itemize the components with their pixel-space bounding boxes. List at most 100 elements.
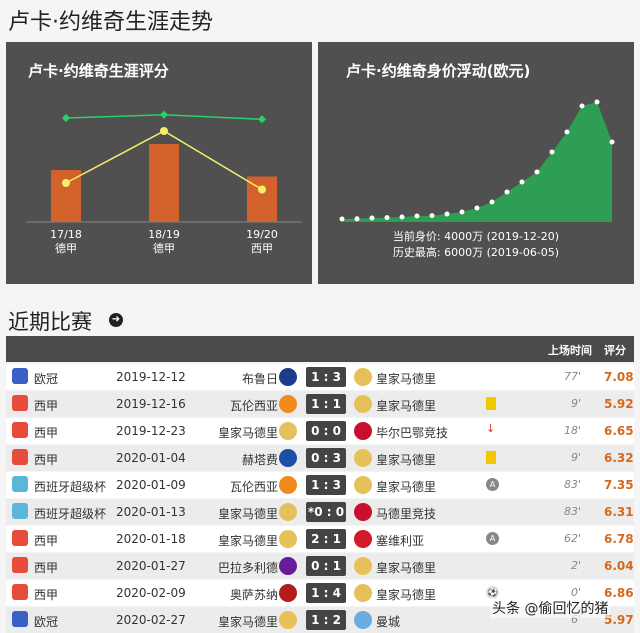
table-row[interactable]: 西甲 2020-01-04 赫塔费 0 : 3 皇家马德里 9' 6.32: [6, 445, 634, 471]
match-score[interactable]: *0 : 0: [306, 502, 346, 522]
match-date: 2020-01-09: [116, 478, 186, 492]
table-row[interactable]: 西甲 2019-12-23 皇家马德里 0 : 0 毕尔巴鄂竞技 ↓ 18' 6.65: [6, 418, 634, 444]
away-team[interactable]: 皇家马德里: [376, 399, 437, 413]
match-score[interactable]: 0 : 1: [306, 556, 346, 576]
away-team[interactable]: 皇家马德里: [376, 588, 437, 602]
match-rating: 6.65: [604, 424, 634, 438]
match-score[interactable]: 0 : 3: [306, 448, 346, 468]
minutes-played: 9': [570, 397, 581, 410]
minutes-played: 77': [563, 370, 581, 383]
home-team[interactable]: 布鲁日: [241, 372, 278, 386]
value-point: [579, 103, 585, 109]
table-row[interactable]: 西班牙超级杯 2020-01-13 皇家马德里 *0 : 0 马德里竞技 83' 6.31: [6, 499, 634, 525]
value-point: [519, 179, 525, 185]
value-chart: [339, 99, 615, 222]
table-row[interactable]: 西甲 2020-01-27 巴拉多利德 0 : 1 皇家马德里 2' 6.04: [6, 553, 634, 579]
home-team[interactable]: 瓦伦西亚: [229, 480, 278, 494]
home-crest-icon: [279, 476, 297, 494]
match-score[interactable]: 1 : 3: [306, 475, 346, 495]
competition-icon: [12, 611, 28, 627]
competition-name: 西甲: [34, 453, 59, 467]
arrow-right-icon[interactable]: ➜: [109, 313, 123, 327]
rating-point: [258, 115, 266, 124]
peak-value-label: 历史最高: 6000万 (2019-06-05): [392, 246, 560, 259]
away-team[interactable]: 毕尔巴鄂竞技: [376, 426, 449, 440]
match-rating: 6.32: [604, 451, 634, 465]
value-point: [474, 205, 480, 211]
rating-point: [62, 179, 70, 187]
away-team[interactable]: 皇家马德里: [376, 372, 437, 386]
competition-icon: [12, 368, 28, 384]
minutes-played: 83': [563, 478, 581, 491]
ball-icon: ⚽: [486, 586, 499, 599]
away-team[interactable]: 曼城: [376, 615, 401, 629]
competition-icon: [12, 395, 28, 411]
value-point: [489, 199, 495, 205]
competition-icon: [12, 503, 28, 519]
away-crest-icon: [354, 584, 372, 602]
away-team[interactable]: 马德里竞技: [376, 507, 437, 521]
match-score[interactable]: 1 : 4: [306, 583, 346, 603]
away-team[interactable]: 皇家马德里: [376, 561, 437, 575]
season-tick-label: 18/19: [148, 228, 180, 241]
home-crest-icon: [279, 503, 297, 521]
table-header: 上场时间 评分: [6, 336, 634, 362]
rating-point: [258, 185, 266, 194]
home-team[interactable]: 巴拉多利德: [217, 561, 278, 575]
home-team[interactable]: 皇家马德里: [217, 426, 278, 440]
value-point: [549, 149, 555, 155]
match-rating: 6.78: [604, 532, 634, 546]
competition-icon: [12, 476, 28, 492]
home-team[interactable]: 皇家马德里: [217, 615, 278, 629]
away-team[interactable]: 皇家马德里: [376, 453, 437, 467]
home-team[interactable]: 奥萨苏纳: [229, 588, 278, 602]
competition-icon: [12, 449, 28, 465]
home-team[interactable]: 赫塔费: [241, 453, 278, 467]
match-date: 2019-12-12: [116, 370, 186, 384]
value-point: [369, 215, 375, 221]
home-team[interactable]: 皇家马德里: [217, 534, 278, 548]
table-row[interactable]: 欧冠 2019-12-12 布鲁日 1 : 3 皇家马德里 77' 7.08: [6, 364, 634, 390]
competition-icon: [12, 422, 28, 438]
match-rating: 5.92: [604, 397, 634, 411]
col-rating: 评分: [604, 344, 626, 357]
home-crest-icon: [279, 530, 297, 548]
rating-point: [62, 114, 70, 122]
match-score[interactable]: 1 : 3: [306, 367, 346, 387]
home-crest-icon: [279, 368, 297, 386]
rating-point: [160, 127, 168, 135]
table-row[interactable]: 西甲 2019-12-16 瓦伦西亚 1 : 1 皇家马德里 9' 5.92: [6, 391, 634, 417]
match-score[interactable]: 0 : 0: [306, 421, 346, 441]
minutes-played: 18': [563, 424, 581, 437]
match-rating: 5.97: [604, 613, 634, 627]
minutes-played: 6': [570, 613, 581, 626]
table-row[interactable]: 西班牙超级杯 2020-01-09 瓦伦西亚 1 : 3 皇家马德里 A 83' 7.35: [6, 472, 634, 498]
match-score[interactable]: 1 : 1: [306, 394, 346, 414]
away-team[interactable]: 皇家马德里: [376, 480, 437, 494]
away-crest-icon: [354, 476, 372, 494]
competition-name: 西甲: [34, 534, 59, 548]
competition-name: 西甲: [34, 426, 59, 440]
away-crest-icon: [354, 449, 372, 467]
rating-point: [160, 110, 168, 119]
value-point: [609, 139, 615, 145]
away-crest-icon: [354, 611, 372, 629]
home-team[interactable]: 皇家马德里: [217, 507, 278, 521]
value-point: [429, 213, 435, 219]
league-tick-label: 德甲: [55, 241, 77, 255]
rating-bar: [149, 144, 179, 222]
away-crest-icon: [354, 422, 372, 440]
table-row[interactable]: 西甲 2020-01-18 皇家马德里 2 : 1 塞维利亚 A 62' 6.78: [6, 526, 634, 552]
rating-bar: [51, 170, 81, 222]
home-team[interactable]: 瓦伦西亚: [229, 399, 278, 413]
value-point: [384, 215, 390, 221]
watermark: 头条 @偷回忆的猪: [490, 598, 611, 618]
home-crest-icon: [279, 611, 297, 629]
away-crest-icon: [354, 368, 372, 386]
away-team[interactable]: 塞维利亚: [376, 534, 425, 548]
competition-icon: [12, 584, 28, 600]
col-minutes: 上场时间: [548, 344, 592, 357]
rating-chart-title: 卢卡·约维奇生涯评分: [28, 62, 169, 80]
match-score[interactable]: 2 : 1: [306, 529, 346, 549]
match-score[interactable]: 1 : 2: [306, 610, 346, 630]
